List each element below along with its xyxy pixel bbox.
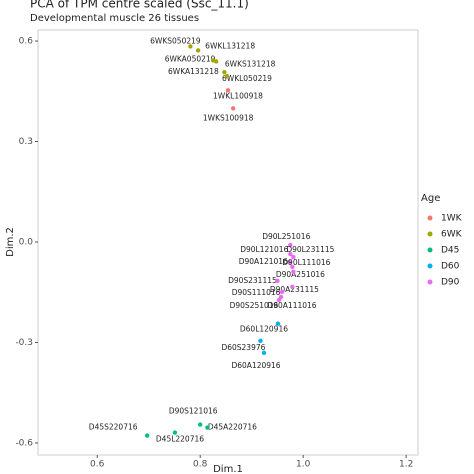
- legend-title: Age: [421, 193, 440, 204]
- point-label: D60S23976: [221, 343, 265, 352]
- legend-label: D45: [441, 246, 459, 256]
- point: [188, 44, 193, 49]
- point-label: 6WKL131218: [205, 41, 255, 50]
- panel: [37, 29, 419, 456]
- point: [172, 430, 178, 435]
- point: [288, 251, 293, 257]
- point: [195, 48, 201, 53]
- point: [290, 264, 295, 269]
- point: [287, 259, 292, 265]
- point: [278, 294, 284, 300]
- point-label: 1WKL100918: [213, 91, 263, 100]
- point-label: 6WKL050219: [222, 74, 272, 83]
- y-axis-label: Dim.2: [5, 227, 16, 257]
- x-tick-label: 1.0: [296, 460, 311, 470]
- x-tick-label: 1.2: [399, 460, 413, 470]
- point-label: D90S231115: [228, 276, 277, 285]
- point-label: D90L251016: [262, 232, 310, 241]
- point-label: D90A231115: [270, 285, 319, 294]
- point-label: D90A121016: [239, 257, 288, 266]
- point-label: D90A111016: [267, 301, 316, 310]
- point: [197, 422, 203, 427]
- legend-swatch: [427, 279, 433, 285]
- point-label: D45L220716: [156, 435, 204, 444]
- legend-label: D90: [441, 278, 460, 288]
- point-label: D90L111016: [282, 258, 330, 267]
- point: [275, 321, 281, 326]
- point: [144, 433, 150, 438]
- point-label: D90A251016: [276, 270, 325, 279]
- y-tick-label: 0.6: [19, 37, 34, 47]
- point-label: D90S111016: [232, 288, 281, 297]
- x-tick-label: 0.8: [193, 460, 208, 470]
- x-tick-label: 0.6: [90, 460, 105, 470]
- legend-swatch: [427, 247, 433, 253]
- point-label: D90L231115: [286, 245, 334, 254]
- point-label: D45S220716: [89, 423, 138, 432]
- chart-subtitle: Developmental muscle 26 tissues: [30, 13, 199, 24]
- point: [290, 284, 295, 290]
- point: [275, 278, 280, 284]
- point-label: 6WKA131218: [168, 67, 219, 76]
- legend-swatch: [427, 263, 433, 269]
- y-tick-label: 0.3: [19, 137, 33, 147]
- point: [258, 338, 263, 343]
- point: [205, 425, 210, 430]
- point-label: D90S121016: [169, 407, 218, 416]
- legend-swatch: [427, 231, 433, 237]
- point: [291, 269, 296, 275]
- y-tick-label: -0.6: [15, 438, 33, 448]
- y-tick-label: -0.3: [15, 338, 33, 348]
- point: [213, 59, 219, 64]
- y-tick-label: 0.0: [19, 237, 34, 247]
- point-label: 6WKS131218: [225, 59, 276, 68]
- x-axis-label: Dim.1: [213, 464, 243, 474]
- point: [225, 88, 231, 93]
- point: [230, 106, 236, 111]
- chart-title: PCA of TPM centre scaled (Ssc_11.1): [30, 0, 249, 11]
- point: [291, 254, 296, 260]
- point-label: D90S251016: [230, 301, 279, 310]
- point: [261, 350, 267, 356]
- point-label: D90L121016: [240, 245, 288, 254]
- point: [288, 242, 293, 248]
- point-label: 6WKS050219: [150, 36, 201, 45]
- point: [222, 69, 227, 75]
- legend-swatch: [427, 215, 433, 221]
- point-label: D60A120916: [231, 361, 280, 370]
- point: [279, 289, 285, 295]
- legend-label: 6WK: [441, 230, 463, 240]
- point-label: 1WKS100918: [203, 113, 254, 122]
- point-label: 6WKA050219: [165, 54, 216, 63]
- point-label: D45A220716: [208, 423, 257, 432]
- legend-label: 1WK: [441, 214, 463, 224]
- legend-label: D60: [441, 262, 460, 272]
- point: [224, 74, 230, 79]
- point-label: D60L120916: [240, 325, 288, 334]
